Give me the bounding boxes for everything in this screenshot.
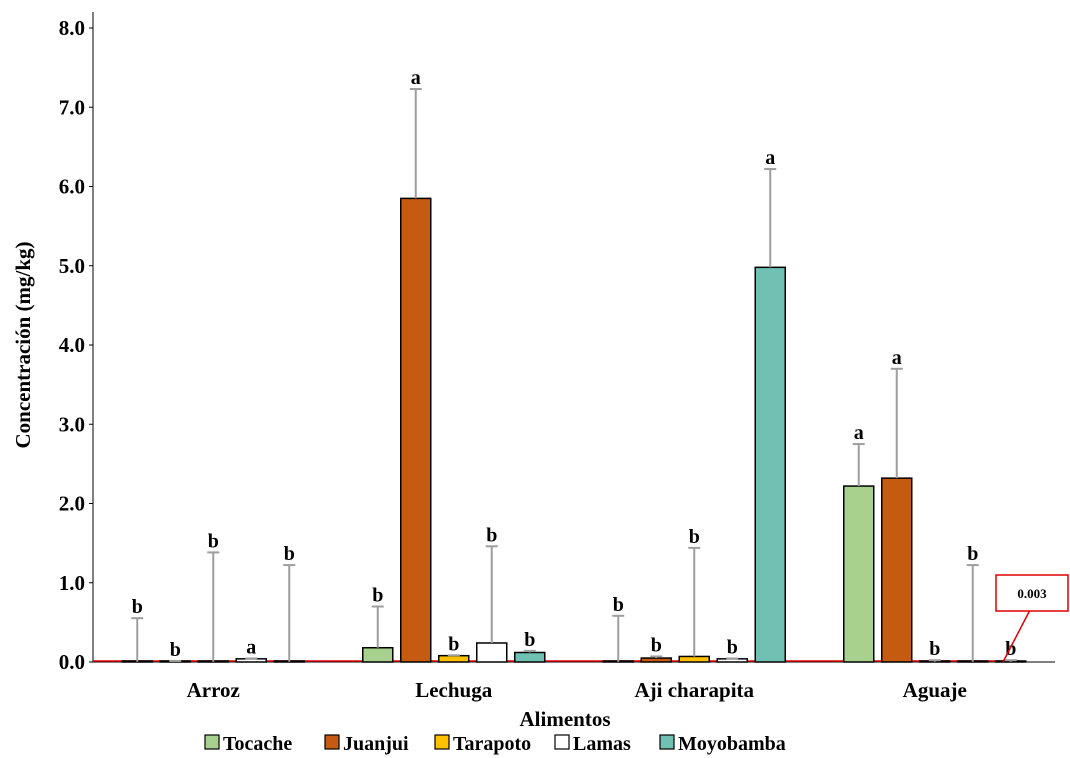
bar <box>362 646 394 663</box>
significance-letter: a <box>765 147 775 169</box>
legend-swatch <box>659 734 675 750</box>
legend-entry: Tocache <box>223 733 292 755</box>
bar <box>476 642 508 663</box>
significance-letter: b <box>929 638 940 660</box>
legend-swatch <box>554 734 570 750</box>
x-tick-label: Arroz <box>187 678 240 702</box>
significance-letter: b <box>1005 638 1016 660</box>
callout-box <box>995 574 1069 612</box>
significance-letter: b <box>284 543 295 565</box>
callout-text: 0.003 <box>1017 586 1047 601</box>
significance-letter: a <box>854 422 864 444</box>
legend-swatch <box>324 734 340 750</box>
bar <box>400 197 432 663</box>
legend: Tocache Juanjui Tarapoto Lamas Moyobamba <box>204 733 786 755</box>
x-tick-label: Lechuga <box>415 678 493 702</box>
bar <box>514 651 546 663</box>
y-tick-label: 5.0 <box>59 254 85 278</box>
callout-leader-line <box>1002 609 1031 663</box>
significance-letter: b <box>613 594 624 616</box>
y-tick-label: 6.0 <box>59 175 85 199</box>
significance-letter: b <box>372 585 383 607</box>
legend-swatch <box>434 734 450 750</box>
legend-entry: Juanjui <box>343 733 409 755</box>
bar <box>640 657 672 663</box>
legend-swatch <box>204 734 220 750</box>
legend-entry: Lamas <box>573 733 631 755</box>
x-tick-label: Aguaje <box>903 678 967 702</box>
y-tick-label: 0.0 <box>59 650 85 674</box>
x-tick-labels: Arroz Lechuga Aji charapita Aguaje <box>187 678 967 702</box>
significance-letter: b <box>727 636 738 658</box>
bar <box>678 655 710 663</box>
y-tick-label: 1.0 <box>59 571 85 595</box>
significance-letter: a <box>411 67 421 89</box>
legend-entry: Tarapoto <box>453 733 531 755</box>
y-tick-label: 8.0 <box>59 16 85 40</box>
significance-letter: b <box>208 530 219 552</box>
callout-annotation: 0.003 <box>995 574 1069 663</box>
significance-letter: b <box>486 524 497 546</box>
bars: b b b a b b a b b b b b b b a a a b b b <box>121 67 1027 663</box>
significance-letter: b <box>170 639 181 661</box>
legend-entry: Moyobamba <box>678 733 786 755</box>
y-tick-label: 4.0 <box>59 333 85 357</box>
y-axis-label: Concentración (mg/kg) <box>11 241 35 448</box>
y-tick-label: 2.0 <box>59 492 85 516</box>
bar <box>754 266 786 663</box>
bar <box>881 477 913 663</box>
significance-letter: b <box>967 543 978 565</box>
significance-letter: a <box>892 347 902 369</box>
x-axis-label: Alimentos <box>520 707 611 731</box>
significance-letter: b <box>132 596 143 618</box>
significance-letter: b <box>651 634 662 656</box>
bar <box>843 485 875 663</box>
x-tick-label: Aji charapita <box>634 678 754 702</box>
y-tick-labels: 0.0 1.0 2.0 3.0 4.0 5.0 6.0 7.0 8.0 <box>59 16 85 674</box>
significance-letter: b <box>448 633 459 655</box>
y-tick-label: 7.0 <box>59 95 85 119</box>
significance-letter: b <box>524 629 535 651</box>
significance-letter: a <box>246 636 256 658</box>
y-tick-label: 3.0 <box>59 412 85 436</box>
bar <box>438 654 470 663</box>
significance-letter: b <box>689 526 700 548</box>
